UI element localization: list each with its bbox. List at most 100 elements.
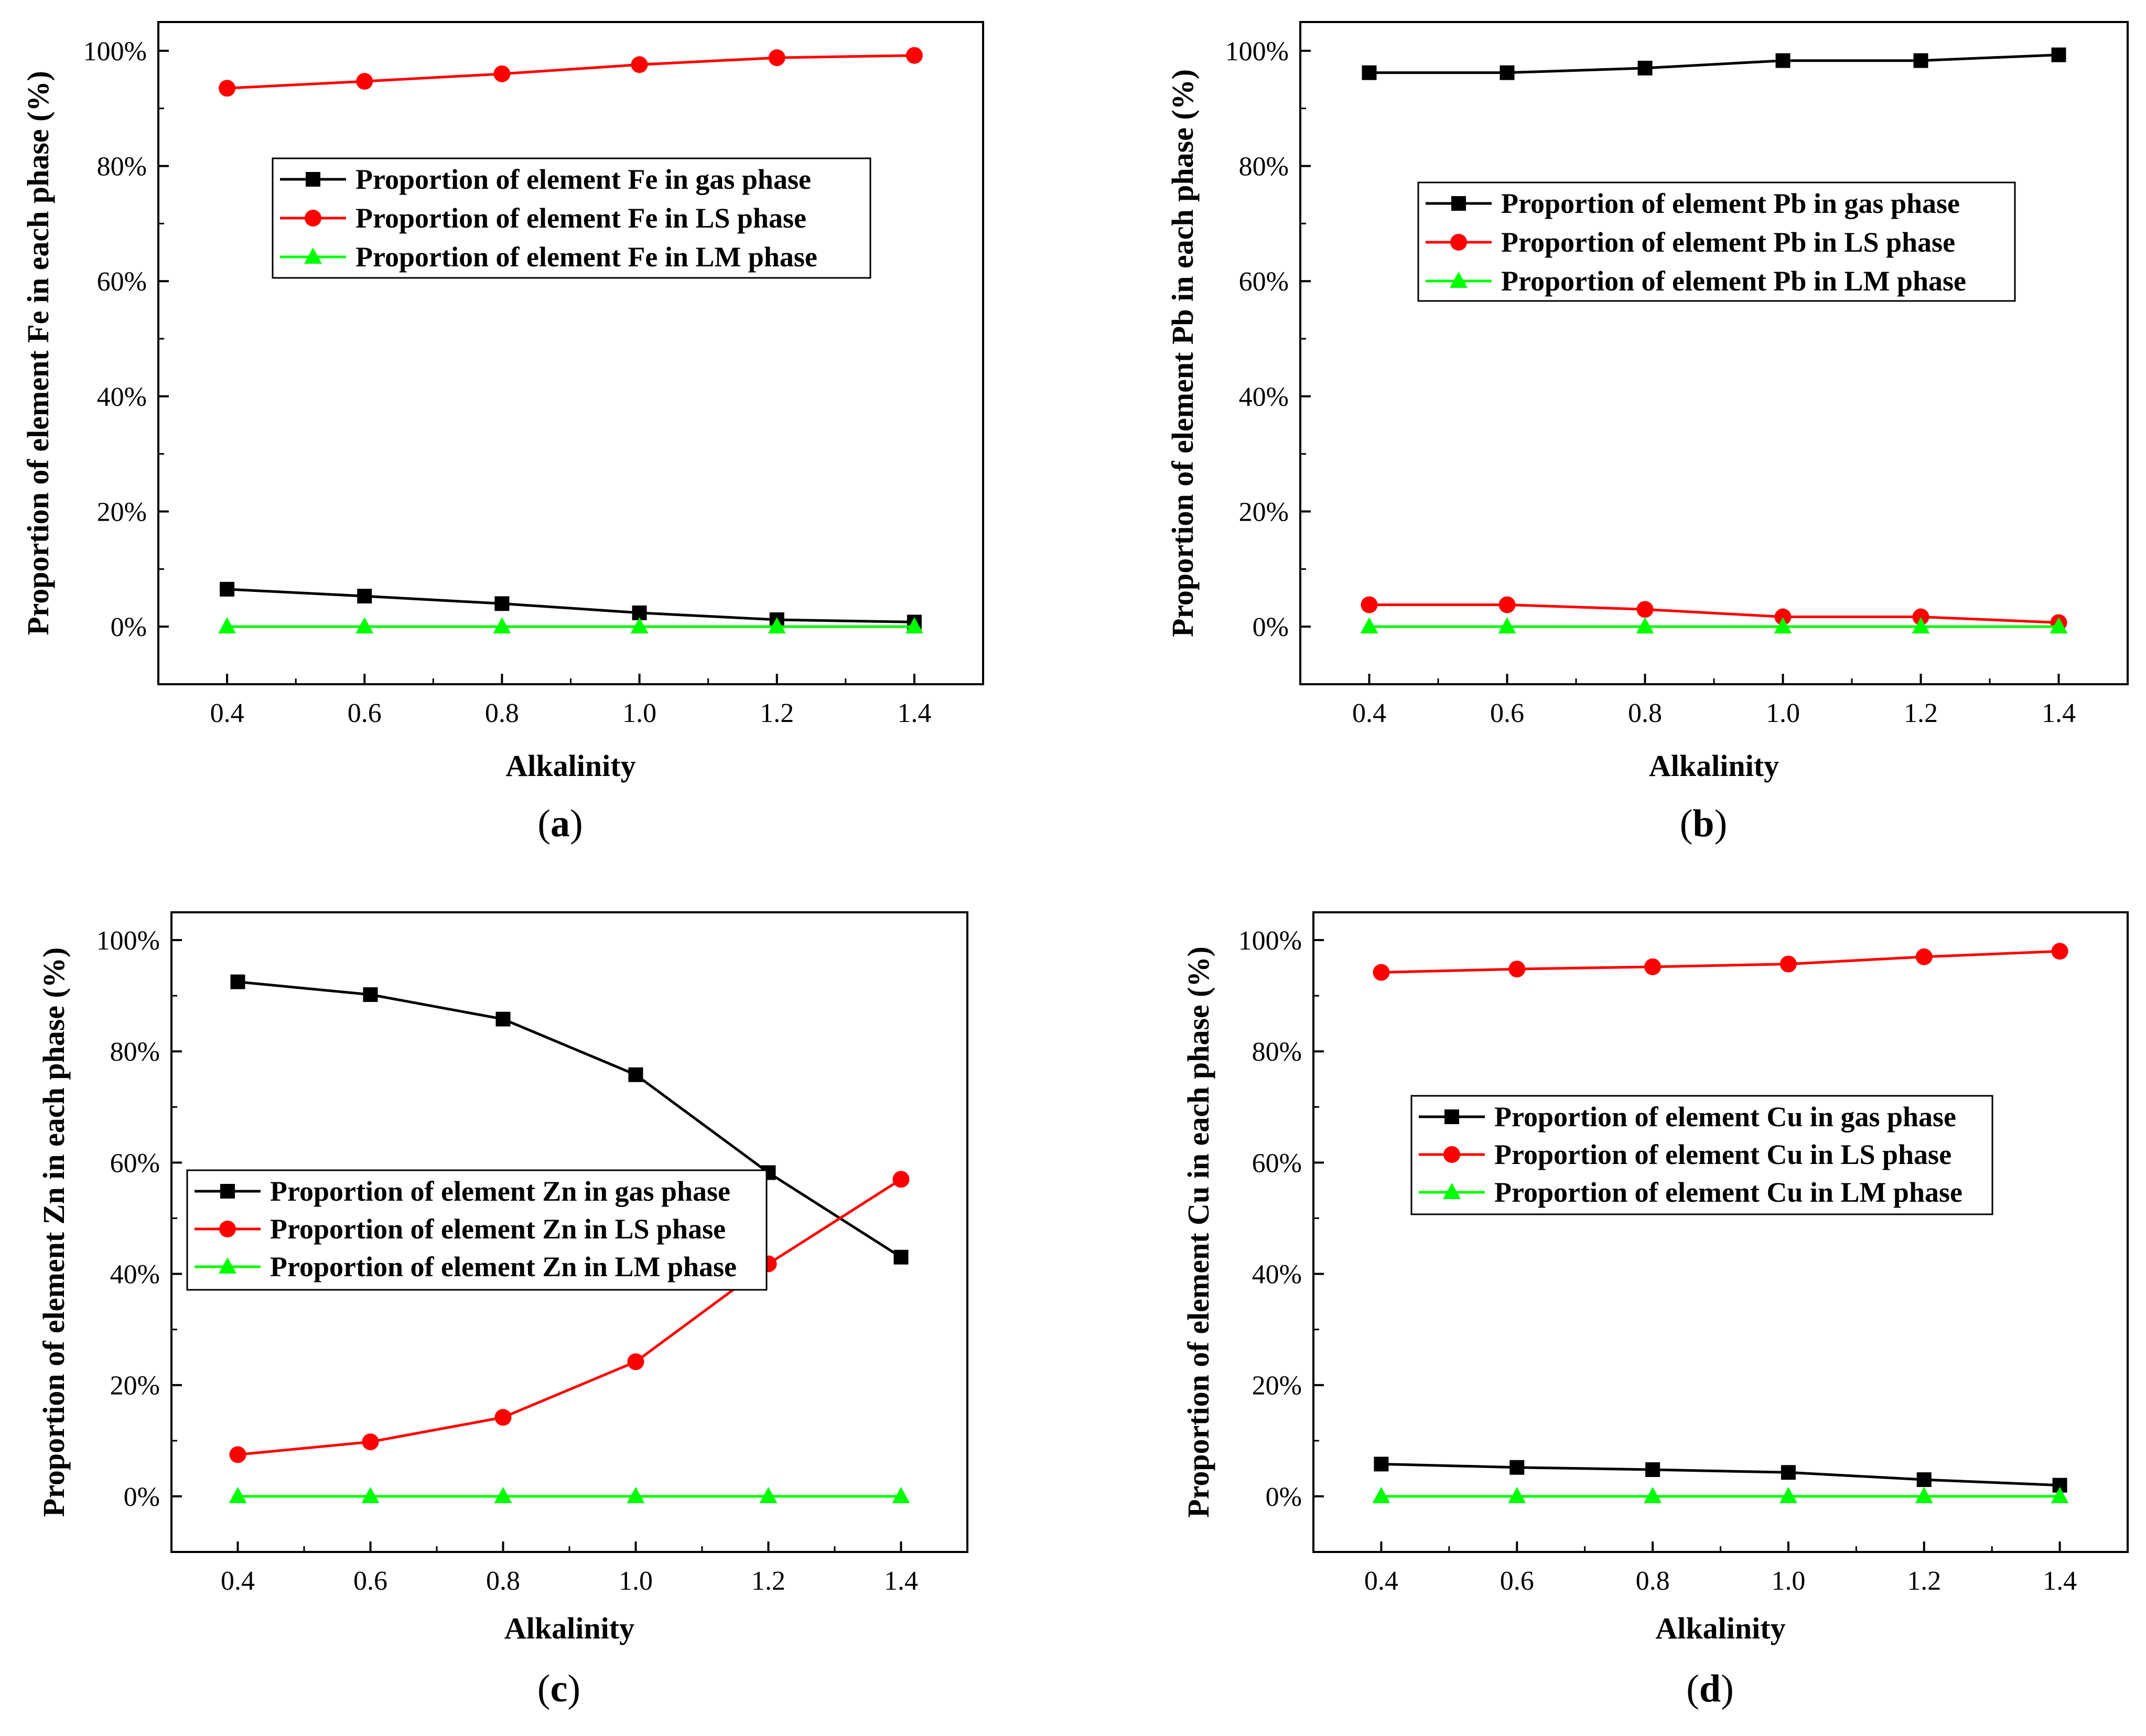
x-tick-label: 1.4 <box>2042 698 2076 728</box>
legend-entry-1: Proportion of element Cu in LS phase <box>1494 1139 1951 1170</box>
data-point-2 <box>355 617 374 634</box>
legend-marker-1 <box>219 1221 236 1237</box>
data-point-1 <box>2051 943 2068 960</box>
data-point-2 <box>630 617 649 634</box>
y-tick-label: 20% <box>1239 498 1289 527</box>
series-line-1 <box>1369 603 2059 624</box>
legend-box <box>1410 1095 1993 1215</box>
y-tick-label: 80% <box>97 152 147 182</box>
data-point-1 <box>1780 955 1797 973</box>
y-tick-label: 60% <box>110 1148 160 1178</box>
x-tick-label: 1.2 <box>751 1566 785 1596</box>
legend-entry-0: Proportion of element Cu in gas phase <box>1494 1101 1956 1133</box>
legend-marker-2 <box>219 1257 236 1274</box>
series-line-0 <box>227 588 914 623</box>
data-point-2 <box>1360 617 1378 634</box>
y-tick-label: 40% <box>97 382 147 412</box>
legend-marker-1 <box>305 210 321 227</box>
data-point-0 <box>363 987 378 1002</box>
data-point-0 <box>1509 1460 1525 1475</box>
y-axis-title: Proportion of element Fe in each phase (… <box>21 71 55 635</box>
y-tick-label: 0% <box>1266 1482 1302 1512</box>
series-line-1 <box>238 1178 902 1456</box>
data-point-2 <box>218 617 236 634</box>
data-point-1 <box>1915 948 1933 965</box>
data-point-2 <box>892 1486 910 1503</box>
y-tick-label: 0% <box>1253 612 1289 642</box>
data-point-0 <box>495 1011 511 1027</box>
y-tick-label: 0% <box>124 1482 160 1512</box>
y-tick-label: 60% <box>97 267 147 297</box>
series-line-0 <box>1369 53 2059 74</box>
data-point-2 <box>229 1486 247 1503</box>
x-tick-label: 1.0 <box>619 1566 653 1596</box>
data-point-0 <box>357 588 372 603</box>
legend-marker-1 <box>1450 234 1467 251</box>
data-point-1 <box>362 1433 379 1450</box>
panel-caption: (d) <box>1686 1667 1733 1710</box>
legend-entry-1: Proportion of element Pb in LS phase <box>1501 227 1955 258</box>
panel-a: 0% 20% 40% 60% 80% 100% 0.4 0.6 0.8 1.0 1.2 1.4 Alka… <box>21 21 984 845</box>
x-tick-label: 1.4 <box>2043 1566 2077 1596</box>
legend-entry-2: Proportion of element Pb in LM phase <box>1501 265 1966 297</box>
y-tick-label: 60% <box>1252 1148 1302 1178</box>
data-point-2 <box>1508 1486 1526 1503</box>
panel-caption: (b) <box>1680 802 1727 845</box>
data-point-1 <box>1498 596 1516 613</box>
data-point-2 <box>2051 1486 2069 1503</box>
data-point-1 <box>229 1446 246 1463</box>
data-point-1 <box>1508 961 1526 978</box>
data-point-1 <box>356 73 373 90</box>
x-tick-label: 1.4 <box>884 1566 918 1596</box>
data-point-0 <box>1913 53 1928 68</box>
data-point-2 <box>1779 1486 1797 1503</box>
x-tick-label: 0.6 <box>1500 1566 1534 1596</box>
data-point-0 <box>893 1249 909 1265</box>
x-tick-label: 0.4 <box>221 1566 255 1596</box>
legend-entry-0: Proportion of element Zn in gas phase <box>270 1176 730 1207</box>
x-tick-label: 1.4 <box>897 698 931 728</box>
legend-marker-2 <box>1450 272 1468 288</box>
panel-caption: (a) <box>537 802 583 845</box>
panel-d: 0% 20% 40% 60% 80% 100% 0.4 0.6 0.8 1.0 1.2 1.4 Alka… <box>1181 911 2129 1710</box>
data-point-2 <box>1636 617 1654 634</box>
data-point-2 <box>627 1486 645 1503</box>
data-point-1 <box>892 1171 910 1188</box>
data-point-0 <box>1500 65 1515 80</box>
x-tick-label: 0.6 <box>348 698 382 728</box>
data-point-2 <box>768 617 786 634</box>
data-point-1 <box>1373 964 1390 981</box>
plot-frame <box>157 21 984 685</box>
data-point-2 <box>1912 617 1930 634</box>
x-tick-label: 1.0 <box>622 698 656 728</box>
legend-entry-2: Proportion of element Zn in LM phase <box>270 1251 737 1282</box>
legend-box <box>1417 181 2016 302</box>
data-point-0 <box>230 974 245 989</box>
data-point-1 <box>1912 608 1929 626</box>
y-tick-label: 80% <box>1239 152 1289 182</box>
legend-entry-2: Proportion of element Cu in LM phase <box>1494 1177 1962 1208</box>
data-point-2 <box>1915 1486 1933 1503</box>
x-tick-label: 0.6 <box>353 1566 387 1596</box>
y-tick-label: 80% <box>110 1037 160 1067</box>
legend-entry-1: Proportion of element Zn in LS phase <box>270 1213 726 1245</box>
x-tick-label: 1.0 <box>1771 1566 1805 1596</box>
data-point-1 <box>1636 601 1654 618</box>
legend-marker-1 <box>1443 1146 1460 1163</box>
panel-b: 0% 20% 40% 60% 80% 100% 0.4 0.6 0.8 1.0 1.2 1.4 Alka… <box>1166 21 2129 845</box>
y-tick-label: 40% <box>1252 1260 1302 1290</box>
data-point-1 <box>905 47 923 64</box>
x-tick-label: 0.8 <box>485 698 519 728</box>
data-point-2 <box>905 617 923 634</box>
legend-marker-0 <box>1451 196 1466 211</box>
data-point-1 <box>493 65 511 82</box>
data-point-2 <box>1644 1486 1662 1503</box>
y-tick-label: 20% <box>1252 1371 1302 1401</box>
y-tick-label: 60% <box>1239 267 1289 297</box>
data-point-1 <box>494 1409 512 1426</box>
data-point-2 <box>1498 617 1516 634</box>
x-tick-label: 1.2 <box>1907 1566 1941 1596</box>
legend-marker-2 <box>1443 1183 1461 1199</box>
x-tick-label: 0.8 <box>1628 698 1662 728</box>
